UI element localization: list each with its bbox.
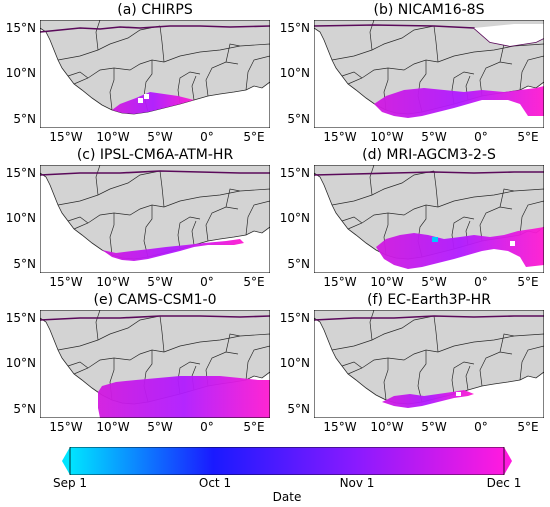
rainfall-region-b [374,86,544,118]
xtick-c-15w: 15°W [49,275,83,289]
xtick-b-0: 0° [474,130,488,144]
xtick-c-5e: 5°E [243,275,265,289]
panel-title-c: (c) IPSL-CM6A-ATM-HR [76,147,234,163]
rainfall-region-d [376,227,544,269]
panel-title-b: (b) NICAM16-8S [373,2,485,18]
xtick-c-10w: 10°W [96,275,130,289]
ytick-f-15n: 15°N [279,311,310,325]
ytick-c-15n: 15°N [5,166,36,180]
map-a [40,20,270,128]
xtick-d-5e: 5°E [517,275,539,289]
ytick-d-10n: 10°N [279,211,310,225]
map-c [40,165,270,273]
xtick-b-10w: 10°W [370,130,404,144]
xtick-f-10w: 10°W [370,420,404,434]
map-e [40,310,270,418]
ytick-d-15n: 15°N [279,166,310,180]
ytick-a-15n: 15°N [5,21,36,35]
xtick-a-5w: 5°W [147,130,173,144]
xtick-f-15w: 15°W [323,420,357,434]
ytick-a-10n: 10°N [5,66,36,80]
xtick-b-5e: 5°E [517,130,539,144]
map-f [314,310,544,418]
xtick-b-15w: 15°W [323,130,357,144]
ytick-f-10n: 10°N [279,356,310,370]
xtick-b-5w: 5°W [421,130,447,144]
xtick-d-0: 0° [474,275,488,289]
panel-title-a: (a) CHIRPS [117,2,193,18]
colorbar-tick-oct1: Oct 1 [198,476,232,490]
map-b [314,20,544,128]
xtick-c-0: 0° [200,275,214,289]
colorbar [62,447,512,475]
xtick-a-0: 0° [200,130,214,144]
xtick-e-15w: 15°W [49,420,83,434]
rainfall-region-a [112,92,194,114]
ytick-e-15n: 15°N [5,311,36,325]
ytick-b-15n: 15°N [279,21,310,35]
xtick-a-10w: 10°W [96,130,130,144]
panel-title-d: (d) MRI-AGCM3-2-S [362,147,496,163]
xtick-e-10w: 10°W [96,420,130,434]
ytick-c-10n: 10°N [5,211,36,225]
ytick-c-5n: 5°N [13,257,36,271]
rainfall-region-c [102,239,244,261]
ytick-e-5n: 5°N [13,402,36,416]
colorbar-tick-nov1: Nov 1 [339,476,375,490]
xtick-d-15w: 15°W [323,275,357,289]
panel-title-f: (f) EC-Earth3P-HR [367,292,491,308]
xtick-d-5w: 5°W [421,275,447,289]
map-d [314,165,544,273]
xtick-f-0: 0° [474,420,488,434]
xtick-e-5w: 5°W [147,420,173,434]
ytick-a-5n: 5°N [13,112,36,126]
ytick-e-10n: 10°N [5,356,36,370]
xtick-f-5w: 5°W [421,420,447,434]
ytick-f-5n: 5°N [287,402,310,416]
xtick-a-15w: 15°W [49,130,83,144]
colorbar-tick-dec1: Dec 1 [486,476,522,490]
xtick-a-5e: 5°E [243,130,265,144]
xtick-e-5e: 5°E [243,420,265,434]
ytick-d-5n: 5°N [287,257,310,271]
xtick-f-5e: 5°E [517,420,539,434]
xtick-c-5w: 5°W [147,275,173,289]
colorbar-label: Date [272,490,302,504]
ytick-b-5n: 5°N [287,112,310,126]
rainfall-region-e [98,376,270,418]
panel-title-e: (e) CAMS-CSM1-0 [93,292,217,308]
rainfall-region-f [382,390,474,408]
xtick-e-0: 0° [200,420,214,434]
colorbar-tick-sep1: Sep 1 [52,476,88,490]
ytick-b-10n: 10°N [279,66,310,80]
xtick-d-10w: 10°W [370,275,404,289]
